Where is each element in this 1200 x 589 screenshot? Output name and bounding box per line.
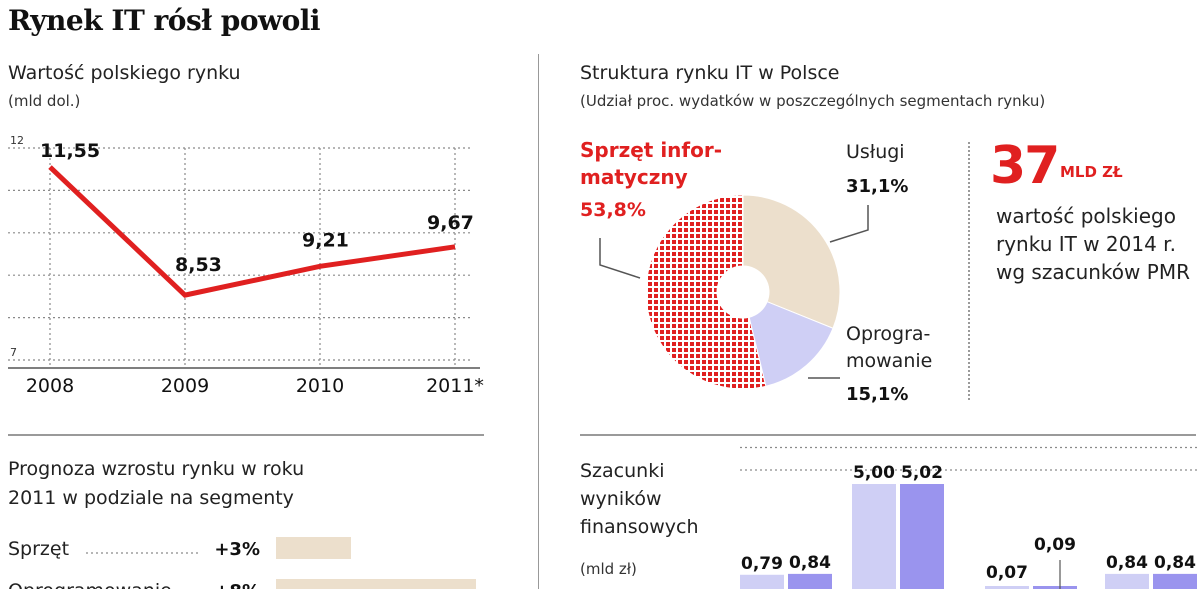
pie-slice	[748, 301, 834, 387]
pie-slice	[742, 194, 841, 329]
financial-bar	[1105, 573, 1149, 589]
callout-value: 37	[990, 136, 1060, 196]
line-chart-subtitle: Wartość polskiego rynku	[8, 62, 241, 84]
financial-data-label: 0,07	[986, 563, 1028, 583]
data-label: 11,55	[40, 140, 100, 162]
y-tick-label: 12	[10, 134, 24, 147]
hardware-label: Sprzęt infor-	[580, 138, 722, 162]
financial-data-label: 0,09	[1034, 535, 1076, 555]
x-tick-label: 2011*	[426, 375, 484, 397]
hardware-percent: 53,8%	[580, 199, 646, 221]
financial-bar	[852, 484, 896, 589]
dotted-divider	[968, 142, 970, 400]
financial-bar	[1033, 586, 1077, 589]
forecast-row-label: Sprzęt	[8, 538, 69, 560]
data-label: 9,67	[427, 212, 474, 234]
forecast-row-label: Oprogramowanie	[8, 580, 172, 589]
services-percent: 31,1%	[846, 176, 908, 197]
pie-chart: Sprzęt infor-matyczny 53,8% Usługi 31,1% Opr…	[580, 138, 932, 405]
y-tick-label: 7	[10, 346, 17, 359]
callout-text: wartość polskiego rynku IT w 2014 r. wg …	[996, 204, 1190, 284]
forecast-bar	[276, 537, 351, 559]
financial-title-line3: finansowych	[580, 516, 699, 538]
forecast-title-line2: 2011 w podziale na segmenty	[8, 487, 294, 509]
section-rule-right	[580, 434, 1196, 436]
financial-title-line1: Szacunki	[580, 460, 665, 482]
leader-line	[829, 205, 869, 243]
software-label: Oprogra-	[846, 323, 930, 345]
software-percent: 15,1%	[846, 384, 908, 405]
financial-data-label: 0,84	[789, 553, 831, 573]
financial-data-label: 5,02	[901, 463, 943, 483]
x-tick-label: 2010	[296, 375, 344, 397]
forecast-chart: Sprzęt +3% Oprogramowanie +8%	[8, 537, 476, 589]
services-label: Usługi	[846, 141, 905, 163]
forecast-bar	[276, 579, 476, 589]
forecast-row-value: +3%	[214, 539, 260, 560]
section-rule-left	[8, 434, 484, 436]
financial-title-line2: wyników	[580, 488, 662, 510]
software-label: mowanie	[846, 350, 932, 372]
financial-bar	[985, 586, 1029, 589]
financial-data-label: 0,79	[741, 554, 783, 574]
financial-bar	[788, 573, 832, 589]
x-tick-label: 2009	[161, 375, 209, 397]
hardware-label: matyczny	[580, 165, 688, 189]
financial-unit: (mld zł)	[580, 560, 637, 578]
page-title: Rynek IT rósł powoli	[8, 4, 321, 37]
line-chart: 12 7 11,55 2008 8,53 2009 9,21 2010 9,67 2011*	[8, 134, 484, 397]
pie-chart-note: (Udział proc. wydatków w poszczególnych …	[580, 92, 1046, 110]
financial-data-label: 0,84	[1154, 553, 1196, 573]
financial-chart: 0,79 0,84 5,00 5,02 0,07 0,09 0,84 0,84	[740, 446, 1200, 589]
callout-unit: MLD ZŁ	[1060, 163, 1123, 181]
line-chart-unit: (mld dol.)	[8, 92, 81, 110]
financial-bar	[1153, 573, 1197, 589]
leader-line	[599, 238, 641, 279]
data-label: 8,53	[175, 254, 222, 276]
x-tick-label: 2008	[26, 375, 74, 397]
financial-bar	[740, 574, 784, 589]
column-divider	[538, 54, 539, 589]
financial-data-label: 5,00	[853, 463, 895, 483]
financial-bar	[900, 484, 944, 589]
data-label: 9,21	[302, 229, 349, 251]
forecast-row-value: +8%	[214, 581, 260, 589]
pie-slice	[645, 194, 767, 390]
forecast-title-line1: Prognoza wzrostu rynku w roku	[8, 458, 305, 480]
series-line	[48, 165, 456, 298]
pie-chart-subtitle: Struktura rynku IT w Polsce	[580, 62, 840, 84]
financial-data-label: 0,84	[1106, 553, 1148, 573]
